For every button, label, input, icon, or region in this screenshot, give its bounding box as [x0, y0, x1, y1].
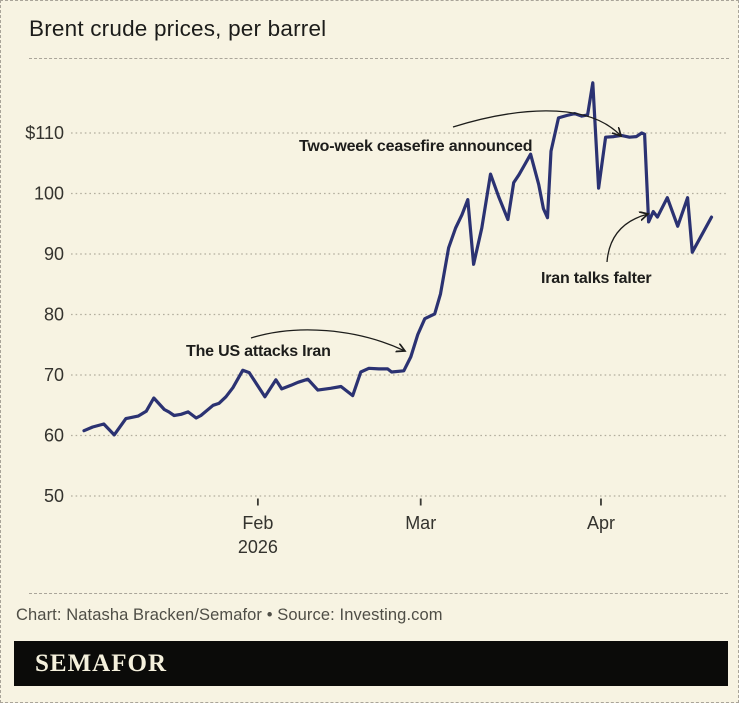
page-title: Brent crude prices, per barrel	[29, 16, 327, 41]
annotation-us-attacks: The US attacks Iran	[186, 343, 331, 360]
credit-line: Chart: Natasha Bracken/Semafor • Source:…	[16, 606, 443, 624]
us-attacks-arrow	[250, 329, 405, 351]
title-separator	[29, 58, 729, 59]
y-axis-label-80: 80	[44, 305, 64, 325]
brent-price-line	[82, 81, 714, 437]
annotation-iran-talks: Iran talks falter	[541, 270, 651, 287]
x-axis-label-Apr: Apr	[587, 513, 615, 533]
ceasefire-arrow	[452, 110, 621, 136]
y-axis-label-110: $110	[25, 123, 64, 143]
y-axis-label-100: 100	[34, 184, 64, 204]
y-axis-label-70: 70	[44, 365, 64, 385]
y-axis-label-50: 50	[44, 486, 64, 506]
footer-separator	[29, 593, 728, 594]
x-axis-sublabel-2026: 2026	[238, 537, 278, 557]
semafor-logo-bar: SEMAFOR	[14, 641, 728, 686]
y-axis-labels: $110 100 90 80 70 60 50	[25, 123, 64, 506]
iran-talks-arrow	[606, 214, 648, 263]
annotations: The US attacks Iran Two-week ceasefire a…	[186, 110, 652, 360]
x-axis-label-Feb: Feb	[242, 513, 273, 533]
annotation-ceasefire: Two-week ceasefire announced	[299, 138, 532, 155]
price-chart: $110 100 90 80 70 60 50 Feb 2026 Mar Apr The US a…	[25, 81, 728, 557]
y-axis-label-60: 60	[44, 426, 64, 446]
gridlines	[71, 132, 728, 497]
x-axis: Feb 2026 Mar Apr	[238, 498, 615, 557]
y-axis-label-90: 90	[44, 244, 64, 264]
semafor-logo: SEMAFOR	[35, 649, 167, 677]
x-axis-label-Mar: Mar	[405, 513, 436, 533]
